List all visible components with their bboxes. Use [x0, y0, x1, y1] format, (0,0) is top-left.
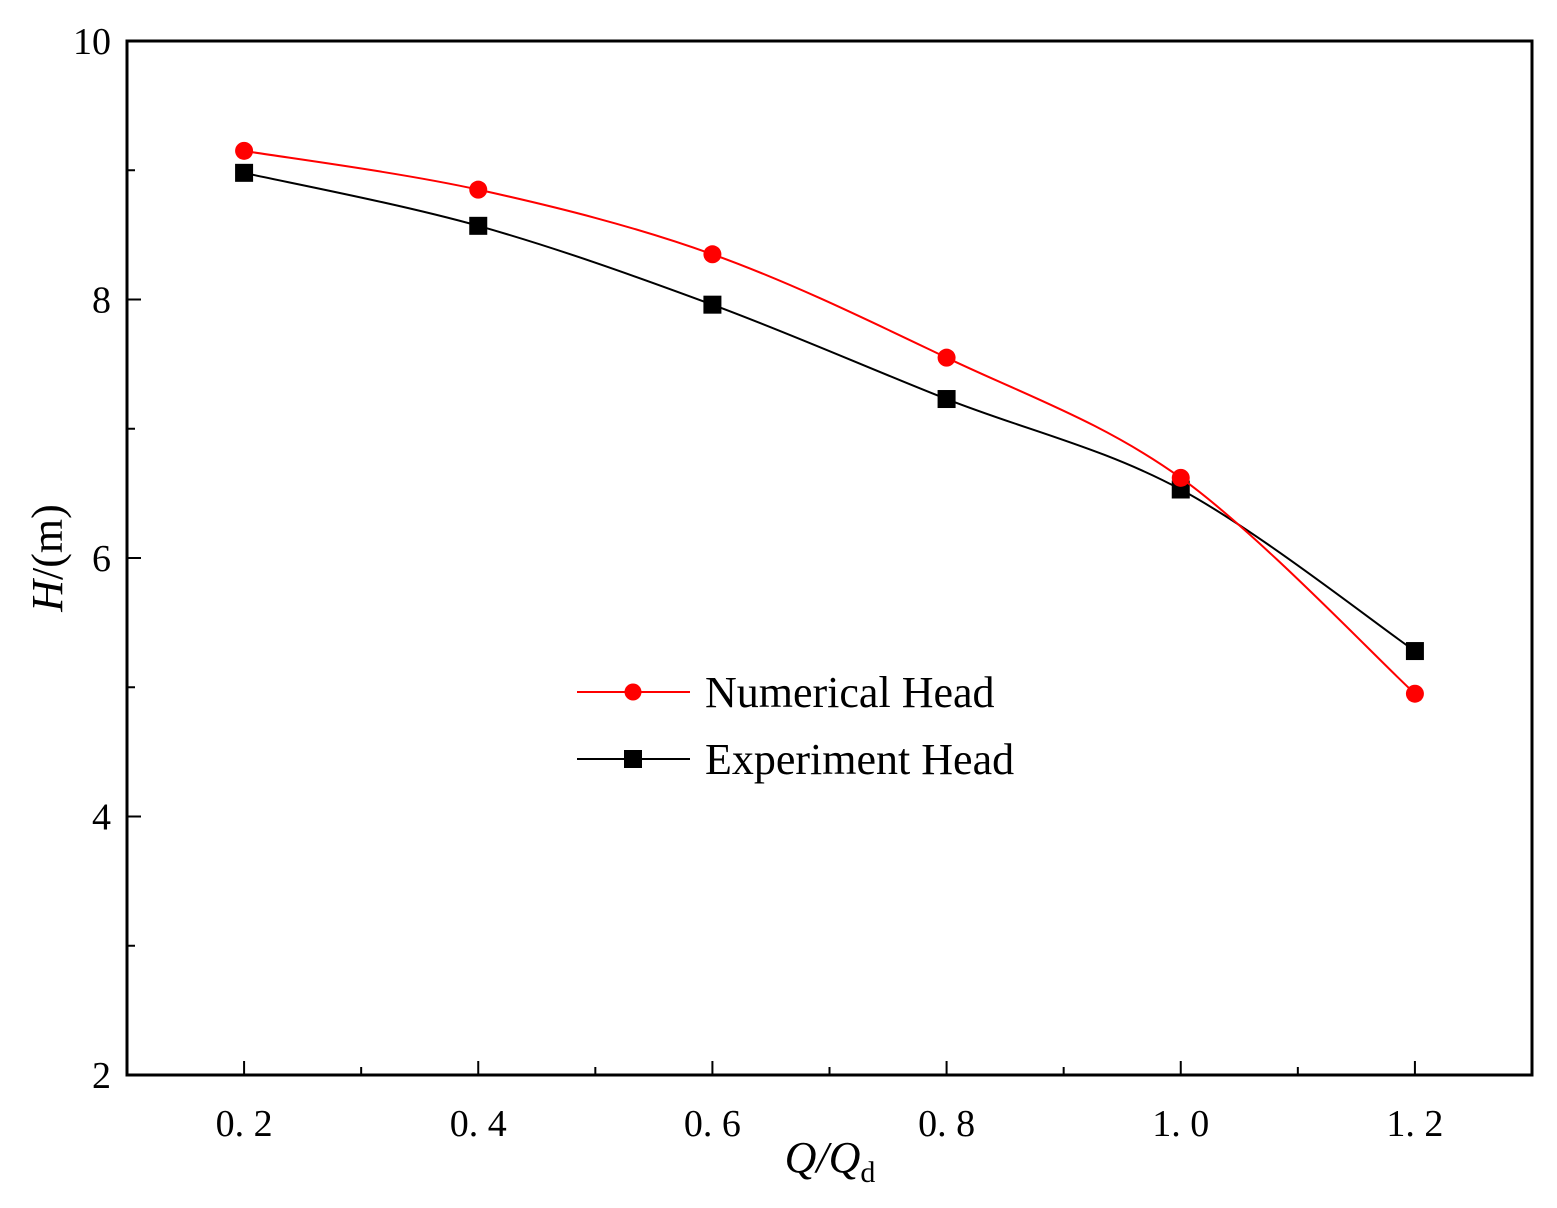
x-tick-label: 1. 2: [1386, 1103, 1443, 1145]
data-point-experiment-head: [235, 163, 254, 182]
x-axis-title-subscript: d: [860, 1156, 875, 1189]
x-tick-label: 0. 4: [450, 1103, 507, 1145]
axes-layer: 0. 2 0. 4 0. 6 0. 8 1. 0 1. 2 2 4 6 8 10: [73, 21, 1443, 1145]
y-tick-label: 6: [92, 538, 111, 580]
data-point-numerical-head: [1405, 684, 1424, 703]
data-point-experiment-head: [937, 390, 956, 409]
x-tick-label: 1. 0: [1152, 1103, 1209, 1145]
x-tick-label: 0. 8: [918, 1103, 975, 1145]
series-line-numerical-head: [243, 149, 1416, 695]
x-tick-label: 0. 6: [684, 1103, 741, 1145]
data-point-numerical-head: [937, 348, 956, 367]
legend-item-experiment-head: Experiment Head: [577, 735, 1014, 784]
y-tick-label: 4: [92, 797, 111, 839]
y-axis-title: H/(m): [23, 504, 72, 613]
series-layer: [235, 141, 1424, 703]
y-tick-label: 10: [73, 21, 111, 63]
legend-item-numerical-head: Numerical Head: [577, 668, 995, 717]
legend-marker-circle-icon: [624, 683, 642, 701]
y-axis-title-variable: H: [23, 578, 72, 613]
x-axis-title: Q/Qd: [785, 1133, 876, 1189]
data-point-numerical-head: [469, 180, 488, 199]
data-point-numerical-head: [235, 141, 254, 160]
legend-label-numerical-head: Numerical Head: [705, 668, 995, 717]
data-point-numerical-head: [1171, 468, 1190, 487]
x-axis-title-main: Q/Q: [785, 1133, 861, 1182]
data-point-experiment-head: [703, 295, 722, 314]
data-point-experiment-head: [469, 216, 488, 235]
legend-label-experiment-head: Experiment Head: [705, 735, 1014, 784]
legend-marker-square-icon: [624, 750, 642, 768]
data-point-experiment-head: [1405, 642, 1424, 661]
x-tick-label: 0. 2: [216, 1103, 273, 1145]
y-axis-title-unit: /(m): [23, 504, 72, 580]
series-line-experiment-head: [243, 171, 1416, 652]
data-point-numerical-head: [703, 245, 722, 264]
y-tick-label: 8: [92, 280, 111, 322]
y-tick-label: 2: [92, 1055, 111, 1097]
legend: Numerical Head Experiment Head: [577, 668, 1014, 784]
